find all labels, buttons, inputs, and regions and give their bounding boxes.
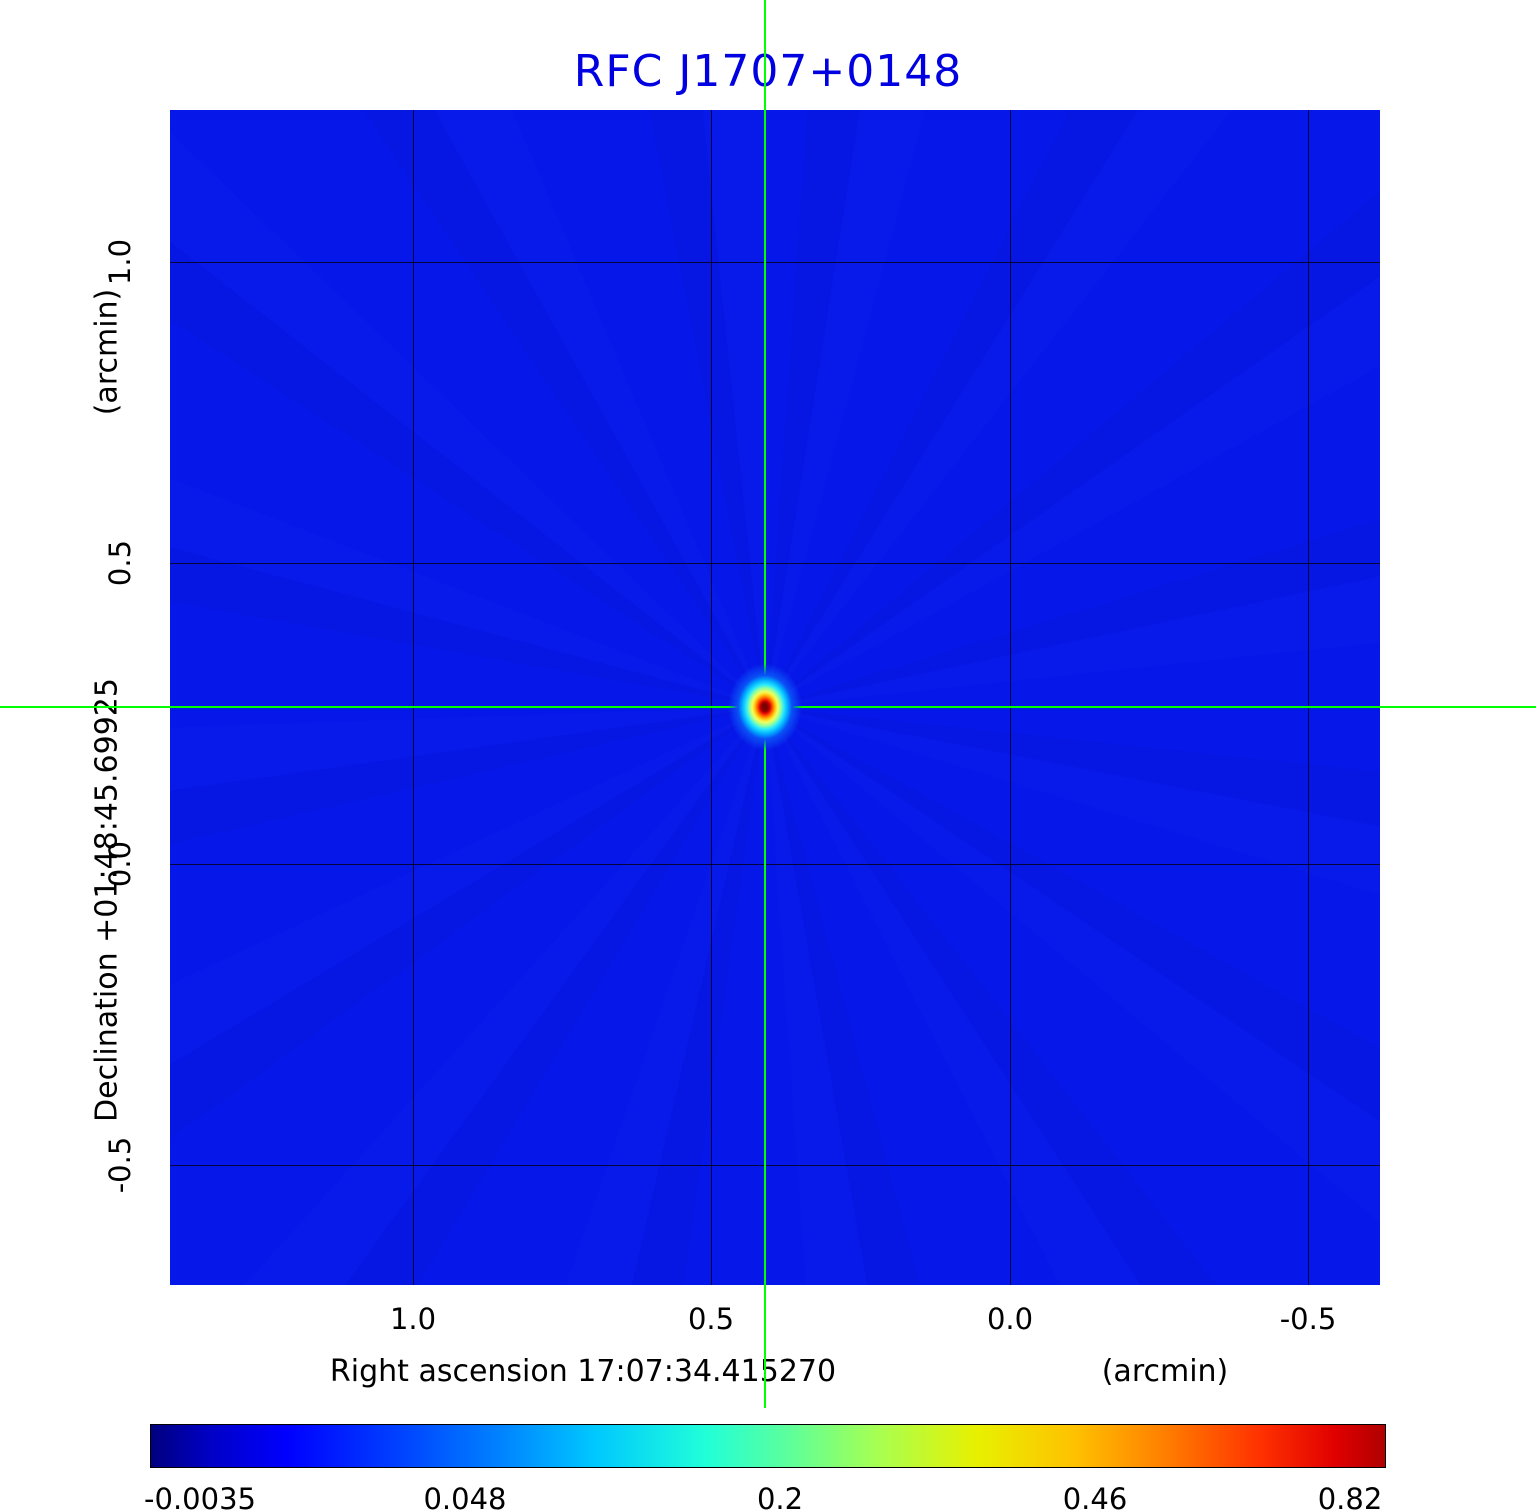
grid-line-vertical	[1308, 110, 1309, 1285]
x-tick-label: 0.0	[986, 1302, 1034, 1336]
radio-source-peak	[725, 659, 805, 755]
y-tick-label: 0.0	[103, 840, 137, 888]
grid-line-vertical	[413, 110, 414, 1285]
grid-line-vertical	[711, 110, 712, 1285]
colorbar-tick-label: 0.46	[1062, 1482, 1128, 1511]
plot-title: RFC J1707+0148	[573, 46, 963, 97]
colorbar-tick-label: 0.048	[423, 1482, 507, 1511]
grid-line-horizontal	[170, 1165, 1380, 1166]
colorbar-tick-label: 0.2	[756, 1482, 804, 1511]
x-tick-label: -0.5	[1279, 1302, 1337, 1336]
grid-line-vertical	[1010, 110, 1011, 1285]
y-axis-unit: (arcmin)	[89, 288, 125, 416]
y-axis-label: Declination +01:48:45.69925	[89, 678, 125, 1122]
grid-line-horizontal	[170, 262, 1380, 263]
colorbar-tick-label: 0.82	[1317, 1482, 1383, 1511]
grid-line-horizontal	[170, 864, 1380, 865]
colorbar	[150, 1424, 1386, 1468]
y-tick-label: 0.5	[103, 539, 137, 587]
x-tick-label: 1.0	[389, 1302, 437, 1336]
y-tick-label: -0.5	[103, 1136, 137, 1194]
grid-line-horizontal	[170, 563, 1380, 564]
x-tick-label: 0.5	[687, 1302, 735, 1336]
x-axis-label: Right ascension 17:07:34.415270	[329, 1354, 837, 1389]
y-tick-label: 1.0	[103, 238, 137, 286]
colorbar-tick-label: -0.0035	[144, 1482, 256, 1511]
x-axis-unit: (arcmin)	[1101, 1354, 1229, 1389]
